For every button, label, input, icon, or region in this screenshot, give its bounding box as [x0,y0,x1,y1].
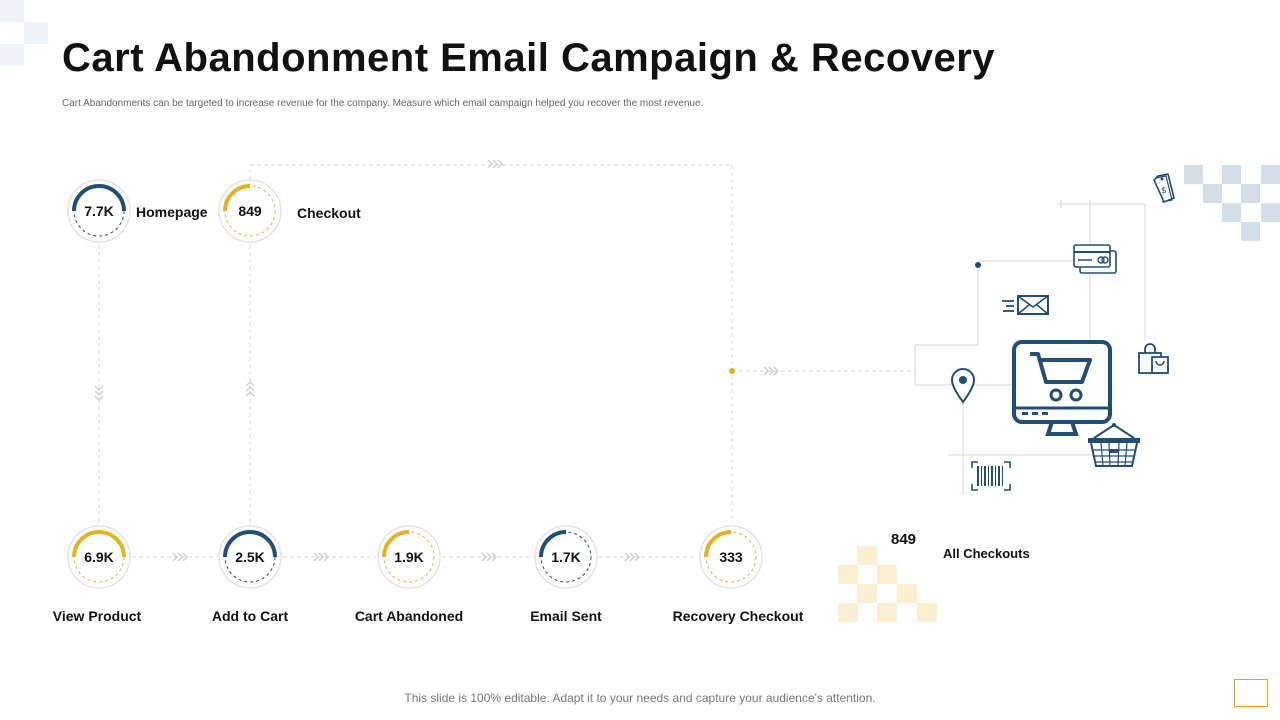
all-checkouts-value: 849 [891,531,917,548]
page-title: Cart Abandonment Email Campaign & Recove… [62,36,996,80]
cart-abandoned-value: 1.9K [394,549,424,565]
homepage-node: 7.7K [66,178,132,244]
shopping-cart-monitor-icon [1012,340,1112,436]
checker-decoration-yellow [838,546,937,622]
email-sent-label: Email Sent [530,608,602,624]
barcode-icon [971,461,1011,491]
footer-note: This slide is 100% editable. Adapt it to… [404,691,876,705]
credit-card-icon [1073,244,1117,274]
homepage-label: Homepage [136,204,208,220]
view-product-label: View Product [52,608,142,624]
checker-decoration-blue [1184,165,1280,241]
recovery-checkout-node: 333 [698,524,764,590]
shopping-bag-icon [1138,343,1169,374]
cart-abandoned-node: 1.9K [376,524,442,590]
price-tag-icon: $ [1153,173,1175,204]
corner-box-decoration [1234,679,1268,707]
add-to-cart-node: 2.5K [217,524,283,590]
recovery-checkout-label: Recovery Checkout [672,608,804,624]
shopping-basket-icon [1088,423,1140,467]
location-pin-icon [950,368,976,404]
homepage-value: 7.7K [84,203,114,219]
all-checkouts-label: All Checkouts [943,546,1030,561]
page-subtitle: Cart Abandonments can be targeted to inc… [62,98,704,109]
add-to-cart-label: Add to Cart [211,608,289,624]
ecommerce-illustration [914,200,1146,495]
svg-text:$: $ [1161,186,1167,196]
checkout-node: 849 [217,178,283,244]
corner-decoration [0,0,48,66]
view-product-value: 6.9K [84,549,114,565]
add-to-cart-value: 2.5K [235,549,265,565]
recovery-checkout-value: 333 [719,549,743,565]
cart-abandoned-label: Cart Abandoned [354,608,464,624]
email-sent-value: 1.7K [551,549,581,565]
checkout-value: 849 [238,203,262,219]
email-icon [1002,295,1049,315]
email-sent-node: 1.7K [533,524,599,590]
checkout-label: Checkout [297,205,361,221]
view-product-node: 6.9K [66,524,132,590]
